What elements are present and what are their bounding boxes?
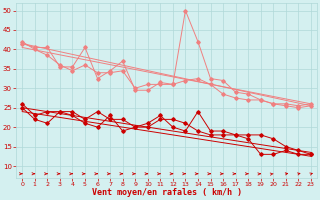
X-axis label: Vent moyen/en rafales ( km/h ): Vent moyen/en rafales ( km/h ) bbox=[92, 188, 242, 197]
